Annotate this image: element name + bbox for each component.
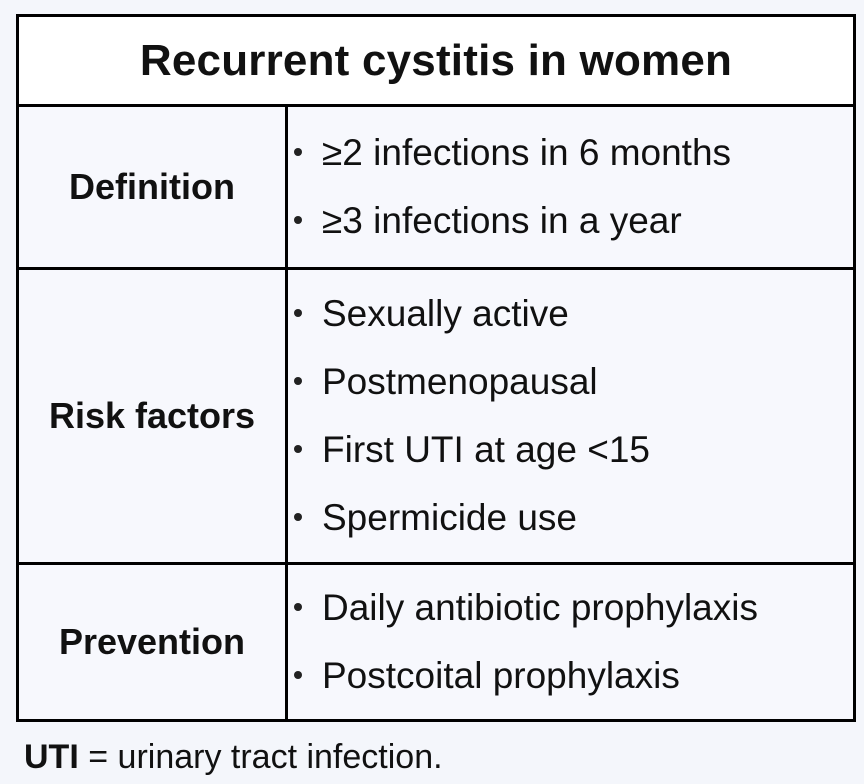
table-row-definition: Definition ≥2 infections in 6 months ≥3 … (16, 104, 856, 270)
list-item: ≥3 infections in a year (288, 187, 853, 255)
list-item-text: Daily antibiotic prophylaxis (322, 587, 758, 628)
row-items-definition: ≥2 infections in 6 months ≥3 infections … (285, 104, 856, 270)
table-row-risk-factors: Risk factors Sexually active Postmenopau… (16, 267, 856, 565)
list-item: First UTI at age <15 (288, 416, 853, 484)
row-items-prevention: Daily antibiotic prophylaxis Postcoital … (285, 562, 856, 722)
row-label-definition: Definition (16, 104, 288, 270)
list-item: Postmenopausal (288, 348, 853, 416)
list-item-text: Postmenopausal (322, 361, 598, 402)
bullet-icon (294, 216, 302, 225)
table-row-prevention: Prevention Daily antibiotic prophylaxis … (16, 562, 856, 722)
bullet-icon (294, 309, 302, 318)
list-item: Spermicide use (288, 484, 853, 552)
risk-factors-list: Sexually active Postmenopausal First UTI… (288, 280, 853, 552)
table-title: Recurrent cystitis in women (16, 14, 856, 107)
list-item-text: Postcoital prophylaxis (322, 655, 680, 696)
definition-list: ≥2 infections in 6 months ≥3 infections … (288, 119, 853, 255)
row-items-risk-factors: Sexually active Postmenopausal First UTI… (285, 267, 856, 565)
list-item: Postcoital prophylaxis (288, 642, 853, 710)
list-item-text: Spermicide use (322, 497, 578, 538)
list-item: Daily antibiotic prophylaxis (288, 574, 853, 642)
list-item-text: First UTI at age <15 (322, 429, 650, 470)
cystitis-summary-table: Recurrent cystitis in women Definition ≥… (16, 14, 856, 722)
list-item-text: ≥3 infections in a year (322, 200, 682, 241)
list-item: Sexually active (288, 280, 853, 348)
title-row: Recurrent cystitis in women (16, 14, 856, 107)
footnote-abbreviation: UTI (24, 738, 79, 776)
row-label-prevention: Prevention (16, 562, 288, 722)
bullet-icon (294, 671, 302, 680)
list-item-text: Sexually active (322, 293, 569, 334)
footnote-text: = urinary tract infection. (78, 738, 443, 776)
bullet-icon (294, 603, 302, 612)
bullet-icon (294, 445, 302, 454)
bullet-icon (294, 513, 302, 522)
list-item: ≥2 infections in 6 months (288, 119, 853, 187)
row-label-risk-factors: Risk factors (16, 267, 288, 565)
list-item-text: ≥2 infections in 6 months (322, 132, 732, 173)
bullet-icon (294, 148, 302, 157)
footnote: UTI = urinary tract infection. (24, 738, 443, 777)
bullet-icon (294, 377, 302, 386)
prevention-list: Daily antibiotic prophylaxis Postcoital … (288, 574, 853, 710)
